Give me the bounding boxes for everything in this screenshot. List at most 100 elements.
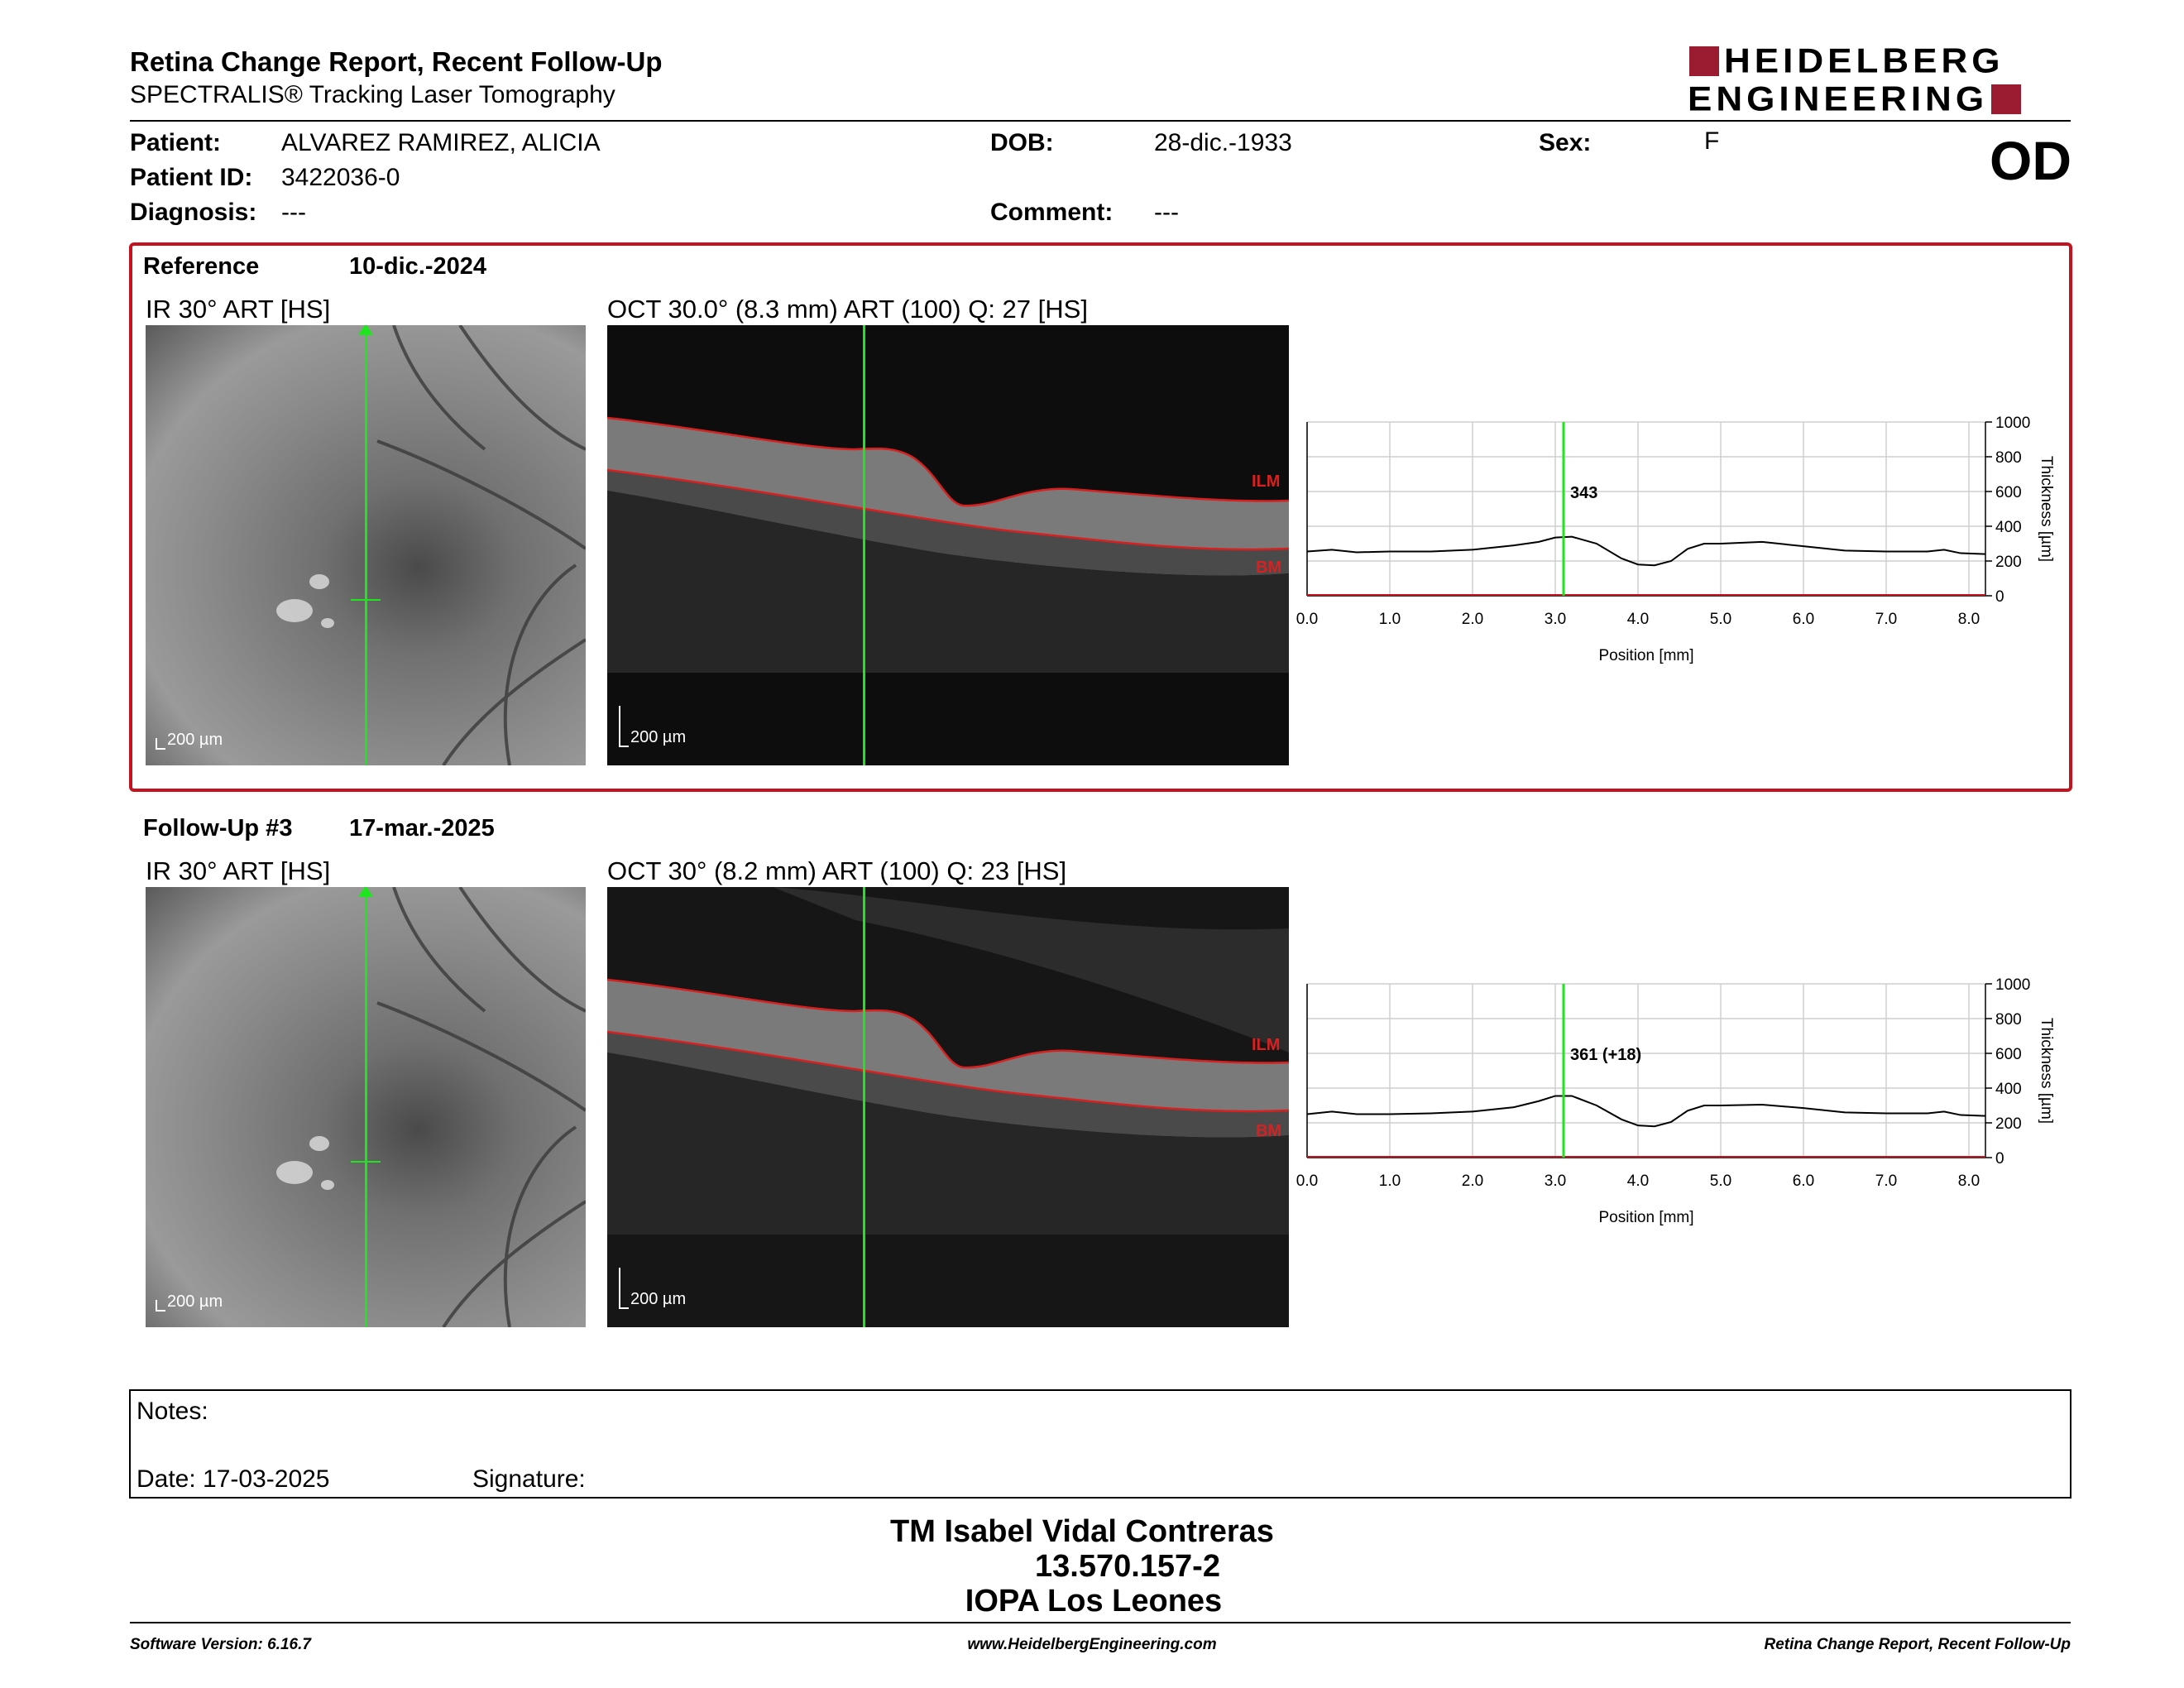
followup-ir-image: 200 µm	[146, 887, 586, 1327]
reference-ir-image: 200 µm	[146, 325, 586, 765]
sex-value: F	[1704, 127, 1720, 155]
y-axis-label: Thickness [µm]	[2038, 1018, 2055, 1124]
followup-ilm-label: ILM	[1252, 1036, 1281, 1054]
x-tick-label: 0.0	[1296, 611, 1318, 628]
sex-label: Sex:	[1539, 129, 1592, 156]
reference-date: 10-dic.-2024	[349, 253, 487, 280]
x-axis-label: Position [mm]	[1598, 647, 1693, 664]
marker-value-label: 361 (+18)	[1570, 1046, 1641, 1064]
y-tick-label: 600	[1995, 484, 2022, 501]
x-tick-label: 3.0	[1545, 1172, 1566, 1190]
followup-oct-scale-text: 200 µm	[630, 1290, 687, 1308]
reference-frame	[129, 242, 2072, 792]
footer-divider	[130, 1622, 2071, 1623]
reference-thickness-chart: 0.0 1.0 2.0 3.0 4.0 5.0 6.0 7.0 8.0 0 200 400 600 800…	[1296, 415, 2055, 664]
signature-label: Signature:	[472, 1465, 586, 1493]
signer-name: TM Isabel Vidal Contreras	[890, 1514, 1274, 1549]
x-tick-label: 4.0	[1627, 611, 1649, 628]
software-version: Software Version: 6.16.7	[130, 1636, 311, 1653]
header-divider	[130, 120, 2071, 122]
reference-ilm-label: ILM	[1252, 472, 1281, 491]
reference-ir-title: IR 30° ART [HS]	[146, 295, 331, 324]
x-tick-label: 8.0	[1958, 611, 1980, 628]
x-tick-label: 2.0	[1462, 611, 1483, 628]
followup-oct-title: OCT 30° (8.2 mm) ART (100) Q: 23 [HS]	[607, 856, 1067, 885]
report-subtitle: SPECTRALIS® Tracking Laser Tomography	[130, 81, 615, 108]
x-tick-label: 5.0	[1710, 611, 1731, 628]
logo-line2: ENGINEERING	[1688, 79, 1989, 118]
y-tick-label: 1000	[1995, 415, 2030, 432]
logo-square-right	[1991, 84, 2022, 114]
x-tick-label: 5.0	[1710, 1172, 1731, 1190]
patient-id-label: Patient ID:	[130, 164, 253, 191]
dob-value: 28-dic.-1933	[1154, 129, 1292, 156]
followup-bm-label: BM	[1256, 1122, 1282, 1140]
logo-square-left	[1689, 46, 1719, 76]
x-axis-label: Position [mm]	[1598, 1209, 1693, 1226]
patient-label: Patient:	[130, 129, 222, 156]
y-tick-label: 400	[1995, 519, 2022, 536]
signer-id: 13.570.157-2	[1035, 1549, 1220, 1584]
reference-oct-scale-text: 200 µm	[630, 728, 687, 746]
y-tick-label: 800	[1995, 1011, 2022, 1029]
reference-scan-line	[365, 325, 367, 765]
y-tick-label: 400	[1995, 1081, 2022, 1098]
x-tick-label: 1.0	[1379, 1172, 1401, 1190]
x-tick-label: 2.0	[1462, 1172, 1483, 1190]
signer-organization: IOPA Los Leones	[965, 1584, 1223, 1618]
notes-box[interactable]: Notes: Date: 17-03-2025 Signature:	[129, 1389, 2071, 1499]
report-title: Retina Change Report, Recent Follow-Up	[130, 46, 663, 77]
x-tick-label: 0.0	[1296, 1172, 1318, 1190]
followup-oct-scan-line	[863, 887, 865, 1327]
logo-line1: HEIDELBERG	[1724, 41, 2004, 80]
followup-oct-scale: 200 µm	[619, 1268, 686, 1309]
reference-ir-scale-text: 200 µm	[167, 731, 223, 749]
chart-grid	[1306, 983, 1985, 1158]
reference-oct-scale: 200 µm	[619, 706, 686, 747]
y-tick-label: 0	[1995, 1150, 2004, 1168]
website-link[interactable]: www.HeidelbergEngineering.com	[967, 1636, 1217, 1653]
reference-oct-image: ILM BM 200 µm	[607, 325, 1289, 765]
eye-indicator: OD	[1990, 130, 2071, 191]
x-tick-label: 8.0	[1958, 1172, 1980, 1190]
x-tick-label: 7.0	[1875, 1172, 1897, 1190]
comment-value: ---	[1154, 199, 1179, 226]
notes-label: Notes:	[136, 1398, 208, 1425]
x-tick-label: 1.0	[1379, 611, 1401, 628]
x-tick-label: 7.0	[1875, 611, 1897, 628]
followup-date: 17-mar.-2025	[349, 815, 495, 842]
footer-report-name: Retina Change Report, Recent Follow-Up	[1764, 1636, 2071, 1653]
diagnosis-label: Diagnosis:	[130, 199, 257, 226]
crosshair-icon	[351, 599, 381, 601]
diagnosis-value: ---	[281, 199, 306, 226]
followup-scan-line	[365, 887, 367, 1327]
followup-thickness-chart: 0.0 1.0 2.0 3.0 4.0 5.0 6.0 7.0 8.0 0 200 400 600 800…	[1296, 976, 2055, 1226]
reference-label: Reference	[143, 253, 260, 280]
thickness-line	[1306, 1095, 1986, 1128]
marker-value-label: 343	[1570, 484, 1597, 502]
reference-ir-scale: 200 µm	[156, 731, 223, 750]
followup-oct-image: ILM BM 200 µm	[607, 887, 1289, 1327]
reference-oct-scan-line	[863, 325, 865, 765]
x-tick-label: 4.0	[1627, 1172, 1649, 1190]
y-tick-label: 200	[1995, 1115, 2022, 1133]
reference-oct-title: OCT 30.0° (8.3 mm) ART (100) Q: 27 [HS]	[607, 295, 1088, 324]
y-tick-label: 1000	[1995, 976, 2030, 994]
followup-ir-scale-text: 200 µm	[167, 1292, 223, 1311]
crosshair-icon	[351, 1161, 381, 1163]
y-tick-label: 0	[1995, 588, 2004, 606]
scan-arrow-icon	[358, 887, 373, 897]
x-tick-label: 3.0	[1545, 611, 1566, 628]
comment-label: Comment:	[990, 199, 1114, 226]
notes-date: Date: 17-03-2025	[136, 1465, 330, 1493]
followup-label: Follow-Up #3	[143, 815, 293, 842]
chart-grid	[1306, 421, 1985, 597]
reference-bm-label: BM	[1256, 559, 1282, 577]
followup-ir-scale: 200 µm	[156, 1292, 223, 1312]
patient-id: 3422036-0	[281, 164, 400, 191]
dob-label: DOB:	[990, 129, 1054, 156]
scan-arrow-icon	[358, 325, 373, 335]
y-tick-label: 200	[1995, 554, 2022, 571]
followup-ir-title: IR 30° ART [HS]	[146, 856, 331, 885]
x-tick-label: 6.0	[1793, 611, 1814, 628]
